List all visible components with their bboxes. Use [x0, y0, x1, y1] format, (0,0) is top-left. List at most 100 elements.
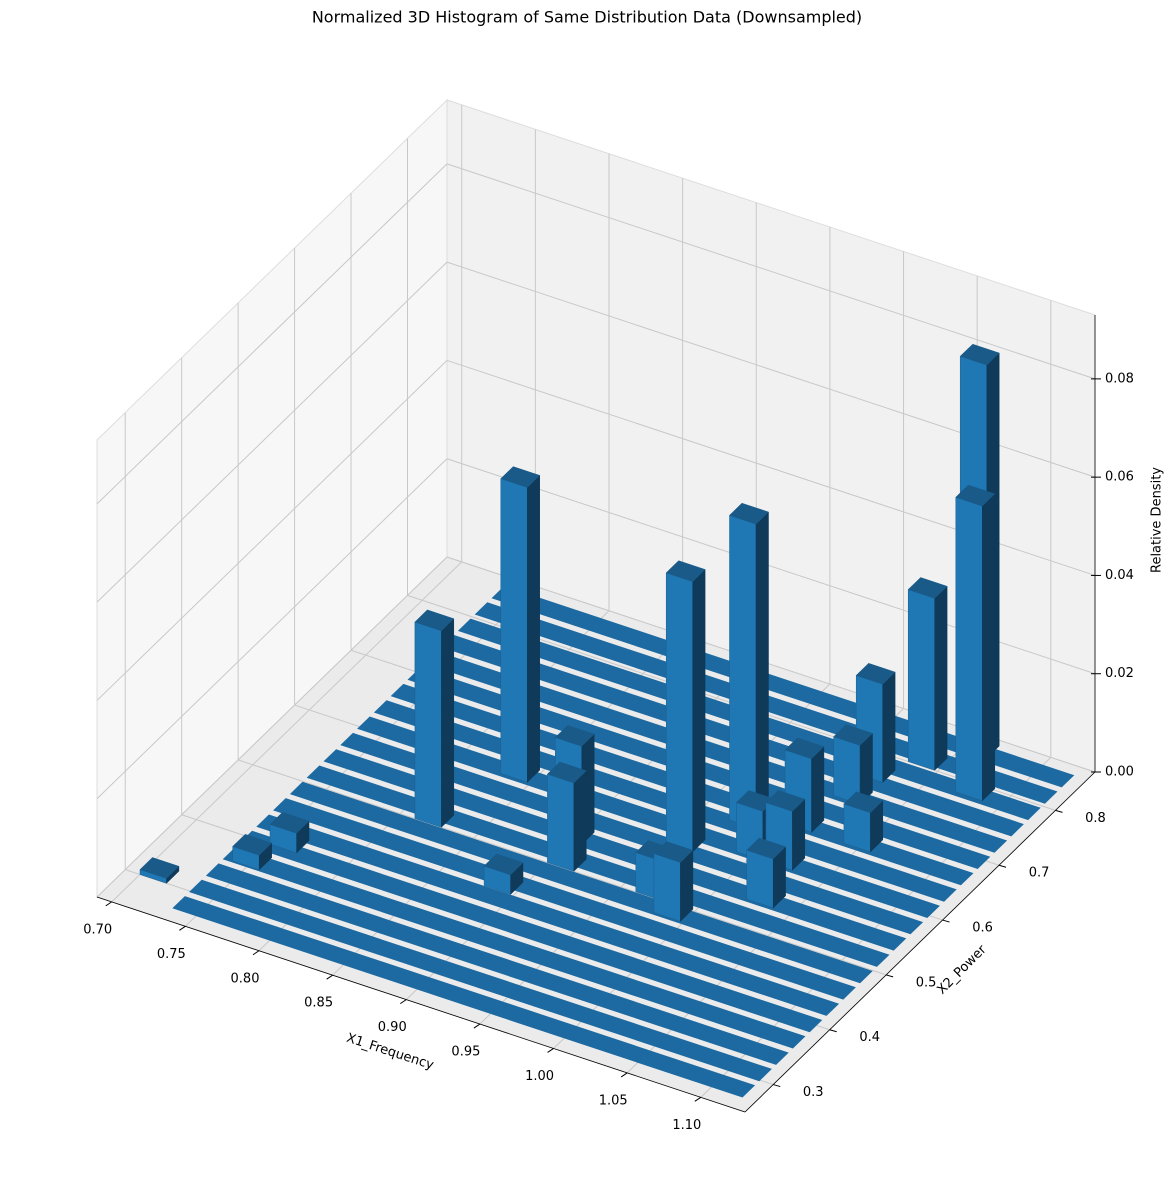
x-tick-label: 0.80 [231, 971, 260, 986]
y-tick-label: 0.3 [803, 1085, 824, 1100]
bar-top [907, 577, 948, 599]
bar-front [414, 621, 442, 828]
bar-front [746, 849, 774, 909]
z-tick-label: 0.02 [1105, 666, 1134, 681]
floor-strip [205, 863, 789, 1065]
bar [232, 834, 273, 871]
bar [269, 812, 310, 854]
bar-top [729, 502, 769, 525]
floor-strip [289, 781, 873, 984]
bar-top [269, 812, 310, 834]
y-tick [829, 1029, 837, 1033]
grid-line [111, 561, 463, 903]
bar [500, 466, 541, 783]
y-tick-label: 0.5 [916, 975, 937, 990]
x-tick-label: 0.95 [451, 1045, 480, 1060]
x-tick [473, 1023, 481, 1029]
bar [907, 577, 948, 771]
bar-front [729, 514, 757, 830]
bar-front [907, 589, 935, 771]
x-tick-label: 0.70 [83, 922, 112, 937]
bar-top [414, 609, 455, 632]
bar-side [755, 511, 769, 830]
bar-top [746, 837, 787, 860]
grid-line [96, 261, 448, 603]
bar-top [483, 853, 524, 876]
bar [833, 724, 873, 805]
bar-side [527, 474, 540, 783]
y-tick [773, 1084, 781, 1088]
x-tick-label: 1.10 [672, 1118, 701, 1133]
bar-top [554, 725, 595, 747]
bar [483, 853, 524, 895]
x-tick [252, 950, 260, 956]
z-tick-label: 0.08 [1105, 371, 1134, 386]
bar-top [833, 724, 873, 746]
bar-side [934, 585, 948, 771]
bar-side [692, 568, 706, 853]
z-tick-label: 0.00 [1105, 765, 1134, 780]
y-tick-label: 0.8 [1085, 811, 1106, 826]
bar-side [882, 671, 896, 784]
z-axis-label: Relative Density [1150, 467, 1165, 573]
bar-top [653, 841, 694, 863]
y-tick [1055, 809, 1063, 813]
bar-side [982, 493, 996, 802]
floor-strip [172, 896, 756, 1098]
x-tick [326, 974, 333, 980]
grid-line [96, 458, 448, 800]
bar-top [855, 663, 896, 685]
y-tick [942, 919, 950, 923]
bar-front [653, 853, 681, 922]
y-tick [885, 974, 894, 978]
y-tick-label: 0.6 [972, 921, 993, 936]
x-axis-label: X1_Frequency [344, 1031, 435, 1073]
z-tick-label: 0.04 [1105, 568, 1134, 583]
bar-side [573, 770, 587, 872]
x-tick-label: 0.75 [157, 947, 186, 962]
bar-top [765, 790, 806, 812]
bar [414, 609, 455, 828]
x-tick [547, 1048, 554, 1053]
x-tick-label: 0.85 [304, 996, 333, 1011]
bar [139, 857, 180, 884]
bar-top [955, 484, 996, 507]
x-tick [105, 901, 113, 907]
bar-front [665, 572, 693, 853]
z-tick-label: 0.06 [1105, 470, 1134, 485]
bar-top [784, 737, 825, 759]
bar [665, 560, 706, 853]
y-tick [998, 864, 1007, 868]
x-tick-label: 1.05 [599, 1093, 628, 1108]
floor-strip [189, 879, 772, 1082]
bar-front [955, 496, 983, 802]
bar [653, 841, 694, 922]
bar-top [843, 791, 884, 813]
bar-side [792, 798, 806, 871]
y-axis-label: X2_Power [934, 942, 990, 998]
bar [955, 484, 996, 802]
x-tick-label: 1.00 [525, 1069, 554, 1084]
x-tick [399, 999, 407, 1005]
bar-side [441, 618, 455, 828]
bar-side [680, 849, 694, 922]
bar-top [139, 857, 180, 879]
bar-side [811, 746, 825, 833]
bar [746, 837, 787, 909]
x-tick [179, 925, 186, 931]
x-tick [620, 1072, 628, 1078]
grid-line [96, 556, 448, 898]
scene: 0.70 0.75 0.80 0.85 0.90 0.95 1.00 1.05 1.10 0.3 0… [83, 98, 1134, 1133]
y-tick-label: 0.7 [1029, 866, 1050, 881]
floor-strip [256, 814, 840, 1016]
grid-line [96, 360, 448, 701]
bar [729, 502, 769, 830]
bar-top [665, 560, 706, 582]
bar [855, 663, 896, 784]
floor-strip [222, 847, 806, 1049]
floor-strip [273, 798, 856, 1000]
bar [843, 791, 884, 853]
bar [546, 761, 587, 872]
chart-title: Normalized 3D Histogram of Same Distribu… [312, 8, 862, 27]
